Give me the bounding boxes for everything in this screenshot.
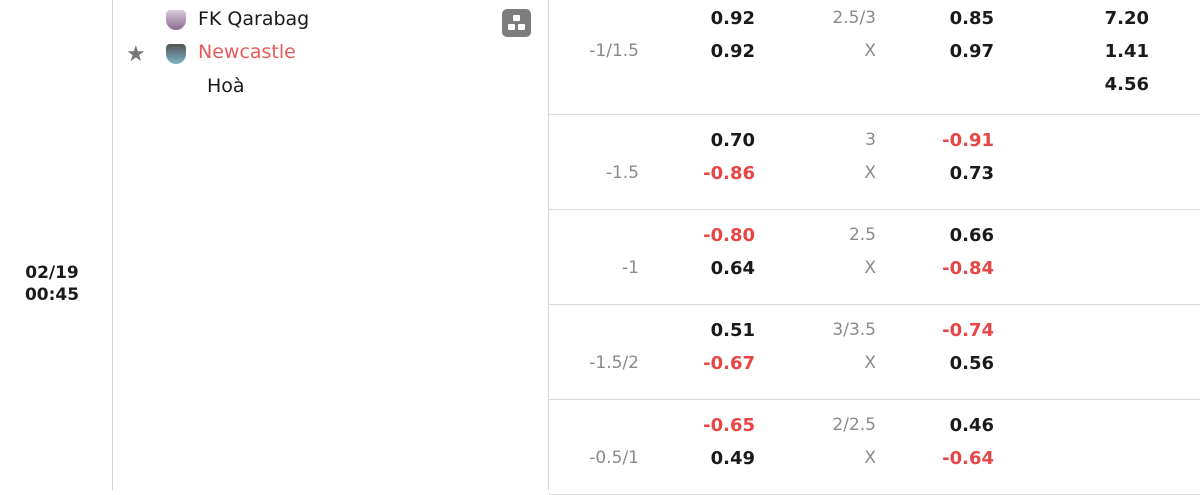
away-team[interactable]: Newcastle bbox=[198, 41, 296, 63]
home-team[interactable]: FK Qarabag bbox=[198, 8, 310, 30]
odds-row: -0.5/1 -0.65 0.49 2/2.5 X 0.46 -0.64 bbox=[549, 400, 1200, 495]
odds-row: -1.5/2 0.51 -0.67 3/3.5 X -0.74 0.56 bbox=[549, 305, 1200, 400]
handicap-home-odds[interactable]: 0.70 bbox=[710, 130, 755, 151]
newcastle-logo-icon bbox=[166, 44, 186, 64]
handicap-home-odds[interactable]: 0.92 bbox=[710, 8, 755, 29]
total-x-label: X bbox=[864, 258, 876, 278]
under-odds[interactable]: -0.64 bbox=[942, 448, 994, 469]
handicap-away-odds[interactable]: 0.64 bbox=[710, 258, 755, 279]
handicap-home-odds[interactable]: -0.80 bbox=[703, 225, 755, 246]
total-line: 2.5 bbox=[848, 225, 876, 245]
match-date: 02/19 bbox=[25, 263, 79, 283]
draw-label: Hoà bbox=[207, 75, 245, 97]
1x2-home-odds[interactable]: 7.20 bbox=[1104, 8, 1149, 29]
1x2-away-odds[interactable]: 1.41 bbox=[1104, 41, 1149, 62]
star-icon[interactable]: ★ bbox=[126, 42, 146, 67]
odds-row: -1 -0.80 0.64 2.5 X 0.66 -0.84 bbox=[549, 210, 1200, 305]
match-time: 00:45 bbox=[24, 285, 80, 305]
over-odds[interactable]: -0.74 bbox=[942, 320, 994, 341]
total-line: 3/3.5 bbox=[832, 320, 876, 340]
over-odds[interactable]: 0.85 bbox=[949, 8, 994, 29]
handicap-away-odds[interactable]: -0.67 bbox=[703, 353, 755, 374]
qarabag-logo-icon bbox=[166, 10, 186, 30]
under-odds[interactable]: -0.84 bbox=[942, 258, 994, 279]
handicap-away-odds[interactable]: 0.92 bbox=[710, 41, 755, 62]
odds-row: -1.5 0.70 -0.86 3 X -0.91 0.73 bbox=[549, 115, 1200, 210]
handicap-line: -1 bbox=[622, 258, 639, 278]
handicap-home-odds[interactable]: -0.65 bbox=[703, 415, 755, 436]
over-odds[interactable]: 0.46 bbox=[949, 415, 994, 436]
handicap-line: -1.5/2 bbox=[589, 353, 639, 373]
over-odds[interactable]: -0.91 bbox=[942, 130, 994, 151]
handicap-line: -1.5 bbox=[605, 163, 639, 183]
total-line: 3 bbox=[865, 130, 876, 150]
odds-row: -1/1.5 0.92 0.92 2.5/3 X 0.85 0.97 7.20 1.41 4.56 bbox=[549, 0, 1200, 115]
match-datetime: 02/19 00:45 bbox=[0, 262, 104, 306]
total-x-label: X bbox=[864, 163, 876, 183]
handicap-line: -1/1.5 bbox=[589, 41, 639, 61]
total-line: 2/2.5 bbox=[832, 415, 876, 435]
total-x-label: X bbox=[864, 448, 876, 468]
total-x-label: X bbox=[864, 41, 876, 61]
under-odds[interactable]: 0.56 bbox=[949, 353, 994, 374]
over-odds[interactable]: 0.66 bbox=[949, 225, 994, 246]
under-odds[interactable]: 0.73 bbox=[949, 163, 994, 184]
under-odds[interactable]: 0.97 bbox=[949, 41, 994, 62]
divider bbox=[548, 0, 549, 490]
lineup-button[interactable] bbox=[502, 9, 531, 37]
total-x-label: X bbox=[864, 353, 876, 373]
total-line: 2.5/3 bbox=[832, 8, 876, 28]
1x2-draw-odds[interactable]: 4.56 bbox=[1104, 74, 1149, 95]
handicap-home-odds[interactable]: 0.51 bbox=[710, 320, 755, 341]
handicap-away-odds[interactable]: -0.86 bbox=[703, 163, 755, 184]
divider bbox=[112, 0, 113, 490]
handicap-away-odds[interactable]: 0.49 bbox=[710, 448, 755, 469]
handicap-line: -0.5/1 bbox=[589, 448, 639, 468]
